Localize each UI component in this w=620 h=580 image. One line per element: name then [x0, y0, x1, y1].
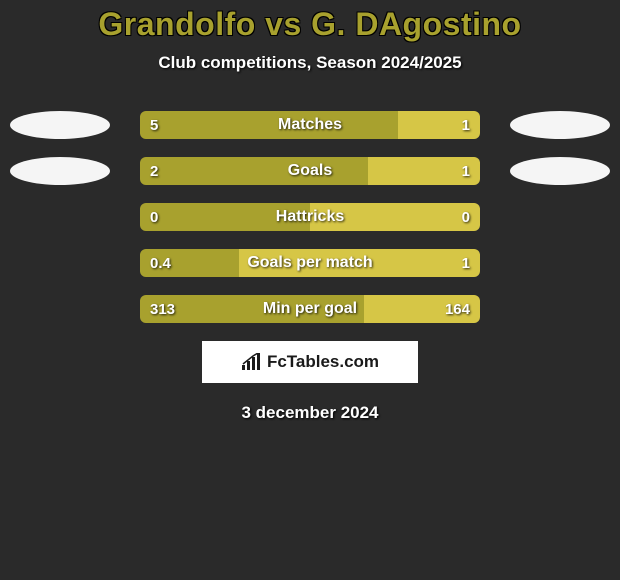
- stat-value-right: 1: [462, 163, 470, 180]
- stat-value-left: 0.4: [150, 255, 171, 272]
- bar-overlay: 5 Matches 1: [140, 111, 480, 139]
- date-text: 3 december 2024: [0, 403, 620, 423]
- player-avatar-right: [510, 157, 610, 185]
- stat-value-left: 2: [150, 163, 158, 180]
- comparison-chart: 5 Matches 1 2 Goals 1 0 Hattricks 0 0.4 Goals per …: [0, 111, 620, 323]
- stat-row: 5 Matches 1: [0, 111, 620, 139]
- stat-label: Hattricks: [276, 208, 344, 226]
- stat-row: 313 Min per goal 164: [0, 295, 620, 323]
- stat-value-left: 5: [150, 117, 158, 134]
- bar-overlay: 313 Min per goal 164: [140, 295, 480, 323]
- bar-overlay: 2 Goals 1: [140, 157, 480, 185]
- page-subtitle: Club competitions, Season 2024/2025: [0, 53, 620, 73]
- stat-value-right: 164: [445, 301, 470, 318]
- player-avatar-left: [10, 111, 110, 139]
- bar-overlay: 0.4 Goals per match 1: [140, 249, 480, 277]
- player-avatar-right: [510, 111, 610, 139]
- stat-value-right: 0: [462, 209, 470, 226]
- page-title: Grandolfo vs G. DAgostino: [0, 6, 620, 43]
- player-avatar-left: [10, 157, 110, 185]
- stat-value-left: 0: [150, 209, 158, 226]
- stat-label: Min per goal: [263, 300, 357, 318]
- attribution-text: FcTables.com: [267, 352, 379, 372]
- stat-value-right: 1: [462, 255, 470, 272]
- stat-row: 0 Hattricks 0: [0, 203, 620, 231]
- stat-label: Matches: [278, 116, 342, 134]
- stat-row: 2 Goals 1: [0, 157, 620, 185]
- infographic-container: Grandolfo vs G. DAgostino Club competiti…: [0, 0, 620, 580]
- stat-value-left: 313: [150, 301, 175, 318]
- bars-icon: [241, 353, 263, 371]
- stat-label: Goals: [288, 162, 332, 180]
- attribution-box: FcTables.com: [202, 341, 418, 383]
- stat-row: 0.4 Goals per match 1: [0, 249, 620, 277]
- stat-label: Goals per match: [247, 254, 372, 272]
- bar-overlay: 0 Hattricks 0: [140, 203, 480, 231]
- stat-value-right: 1: [462, 117, 470, 134]
